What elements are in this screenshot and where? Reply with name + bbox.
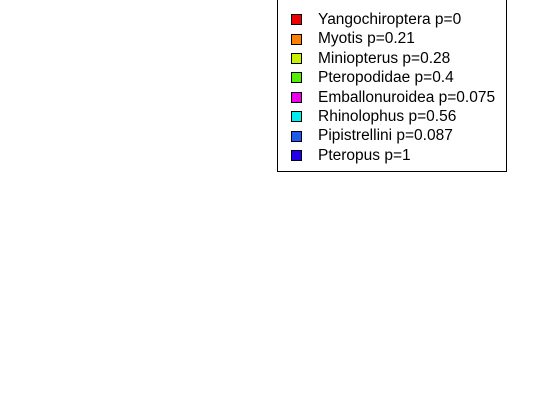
legend-swatch bbox=[291, 111, 302, 123]
legend-swatch bbox=[291, 72, 302, 84]
legend-label: Rhinolophus p=0.56 bbox=[318, 107, 457, 125]
legend-item: Pteropodidae p=0.4 bbox=[291, 68, 495, 87]
legend-item: Pipistrellini p=0.087 bbox=[291, 126, 495, 145]
legend-swatch bbox=[291, 149, 302, 161]
legend-label: Miniopterus p=0.28 bbox=[318, 49, 451, 67]
legend-swatch bbox=[291, 52, 302, 64]
legend-swatch bbox=[291, 33, 302, 45]
chart-legend: Yangochiroptera p=0 Myotis p=0.21 Miniopte… bbox=[277, 0, 507, 172]
legend-item: Pteropus p=1 bbox=[291, 146, 495, 165]
legend-swatch bbox=[291, 14, 302, 26]
legend-label: Pipistrellini p=0.087 bbox=[318, 127, 453, 145]
legend-item: Rhinolophus p=0.56 bbox=[291, 107, 495, 126]
legend-item: Myotis p=0.21 bbox=[291, 29, 495, 48]
legend-swatch bbox=[291, 130, 302, 142]
legend-label: Myotis p=0.21 bbox=[318, 30, 415, 48]
legend-item: Yangochiroptera p=0 bbox=[291, 10, 495, 29]
legend-label: Yangochiroptera p=0 bbox=[318, 10, 462, 28]
legend-label: Pteropodidae p=0.4 bbox=[318, 69, 454, 87]
legend-label: Pteropus p=1 bbox=[318, 146, 411, 164]
legend-list: Yangochiroptera p=0 Myotis p=0.21 Miniopte… bbox=[291, 10, 495, 165]
legend-label: Emballonuroidea p=0.075 bbox=[318, 88, 496, 106]
legend-swatch bbox=[291, 91, 302, 103]
legend-item: Emballonuroidea p=0.075 bbox=[291, 88, 495, 107]
legend-item: Miniopterus p=0.28 bbox=[291, 49, 495, 68]
